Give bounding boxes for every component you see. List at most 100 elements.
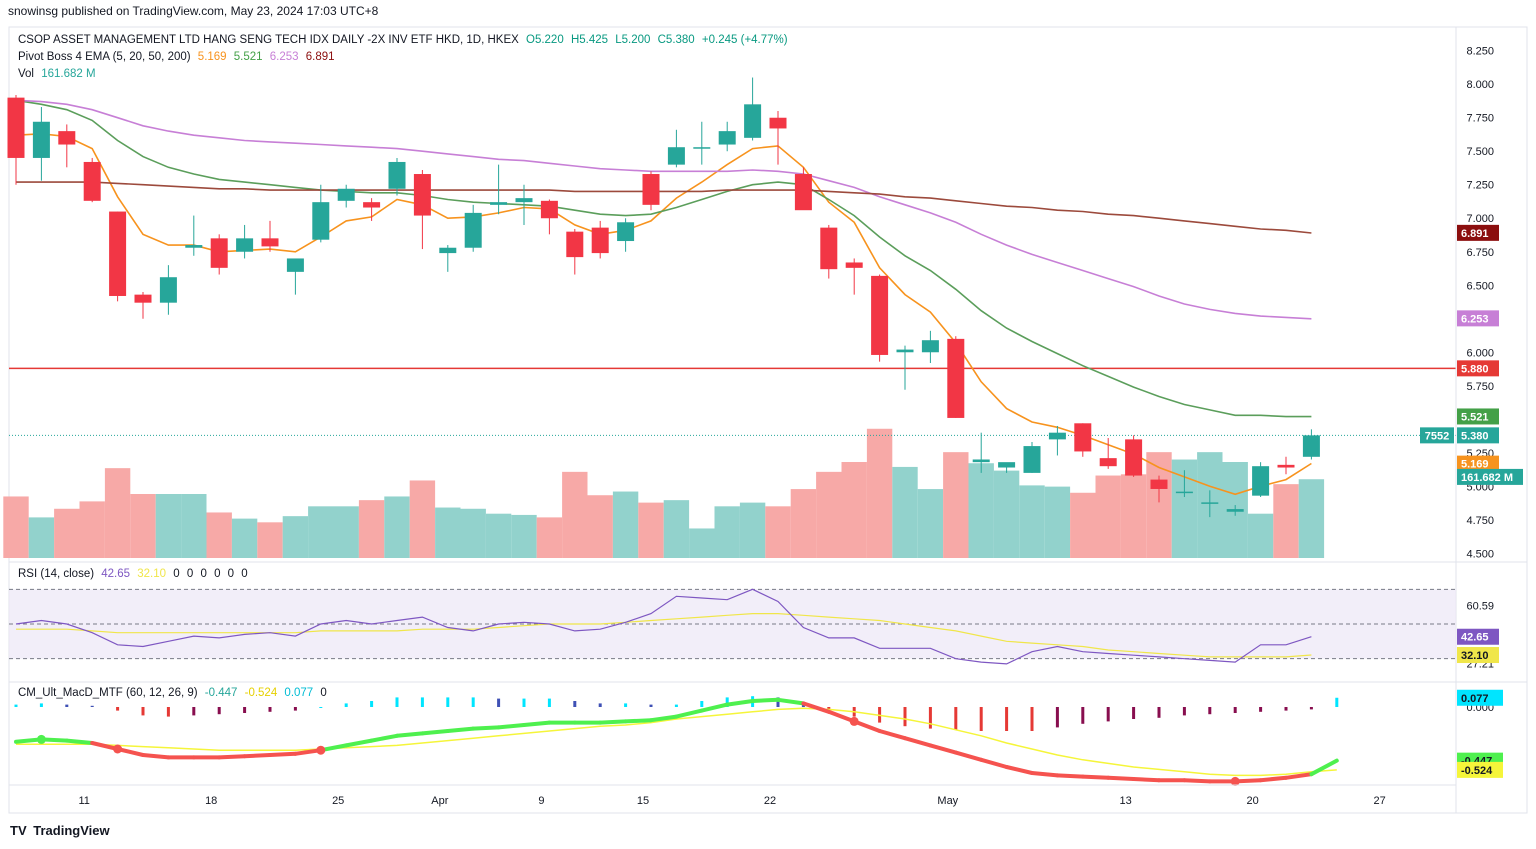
candle-body bbox=[998, 462, 1016, 468]
ema200-line bbox=[16, 181, 1312, 234]
volume-bar bbox=[663, 500, 690, 558]
frame-border bbox=[8, 26, 1528, 814]
macd-histogram-bar bbox=[420, 697, 424, 707]
candle bbox=[1074, 423, 1092, 457]
candle-body bbox=[693, 147, 711, 149]
ema5-line bbox=[15, 132, 1312, 496]
macd-line-segment bbox=[242, 753, 272, 759]
volume-bar bbox=[917, 489, 944, 558]
candle-body bbox=[109, 211, 127, 296]
candle-body bbox=[1277, 464, 1295, 468]
price-badge: 5.880 bbox=[1457, 360, 1499, 377]
volume-name: Vol bbox=[18, 68, 34, 80]
macd-histogram-bar bbox=[116, 707, 120, 711]
publisher-line: snowinsg published on TradingView.com, M… bbox=[8, 4, 379, 18]
time-tick-label: 11 bbox=[78, 795, 89, 807]
time-tick-label: 25 bbox=[332, 795, 344, 807]
volume-bar bbox=[1019, 485, 1045, 558]
macd-histogram-bar bbox=[649, 704, 653, 707]
macd-pane[interactable] bbox=[14, 696, 1339, 786]
rsi-extra-4: 0 bbox=[214, 568, 221, 580]
macd-histogram-bar bbox=[1182, 707, 1186, 716]
macd-histogram-bar bbox=[319, 707, 323, 708]
macd-cross-marker bbox=[1230, 776, 1240, 786]
macd-line-segment bbox=[522, 720, 552, 727]
macd-histogram-bar bbox=[776, 697, 780, 707]
price-tick-label: 6.500 bbox=[1466, 280, 1494, 292]
volume-bar bbox=[358, 500, 385, 558]
time-axis[interactable]: 11 18 25 Apr 9 15 22 May 13 20 27 bbox=[9, 784, 1456, 807]
candle bbox=[1048, 425, 1066, 456]
macd-line-segment bbox=[1106, 775, 1136, 781]
volume-bar bbox=[409, 480, 436, 558]
volume-bar bbox=[1095, 475, 1121, 558]
macd-line-segment bbox=[1080, 774, 1111, 780]
macd-histogram-bar bbox=[293, 707, 297, 711]
macd-line-segment bbox=[623, 718, 653, 724]
macd-histogram-bar bbox=[14, 704, 18, 707]
time-tick-label: 22 bbox=[764, 795, 776, 807]
candle bbox=[1125, 435, 1143, 477]
candle bbox=[1023, 442, 1041, 473]
rsi-pane[interactable] bbox=[9, 588, 1456, 665]
candle-body bbox=[947, 338, 965, 418]
tradingview-logo-icon: TV bbox=[10, 823, 27, 838]
time-tick-label: 18 bbox=[205, 795, 217, 807]
candle bbox=[261, 220, 279, 252]
macd-line-segment bbox=[471, 725, 501, 731]
macd-histogram-bar bbox=[573, 701, 577, 707]
candle bbox=[83, 157, 101, 203]
rsi-tick-label: 60.59 bbox=[1466, 601, 1494, 613]
candle bbox=[896, 345, 914, 390]
volume-bar bbox=[384, 496, 410, 558]
candle bbox=[1226, 505, 1244, 516]
volume-bar bbox=[1044, 486, 1071, 558]
tradingview-brand: TradingView bbox=[33, 823, 110, 838]
price-badge: 5.169 bbox=[1457, 455, 1499, 472]
time-tick-label: May bbox=[937, 795, 958, 807]
volume-bar bbox=[638, 502, 664, 558]
candle bbox=[210, 234, 228, 275]
symbol-legend: CSOP ASSET MANAGEMENT LTD HANG SENG TECH… bbox=[18, 34, 792, 46]
price-tick-label: 7.750 bbox=[1466, 113, 1494, 125]
macd-badge: -0.524 bbox=[1457, 761, 1503, 778]
volume-bar bbox=[1120, 474, 1147, 558]
macd-badge-label: 0.077 bbox=[1461, 693, 1489, 705]
candle bbox=[185, 215, 203, 256]
volume-bar bbox=[587, 495, 613, 558]
candle-body bbox=[566, 231, 584, 258]
macd-line-segment bbox=[496, 723, 526, 730]
macd-histogram-bar bbox=[497, 698, 501, 707]
macd-histogram-bar bbox=[954, 707, 958, 730]
candle-body bbox=[83, 161, 101, 201]
candle-body bbox=[591, 227, 609, 254]
macd-line-segment bbox=[395, 731, 425, 738]
candle-body bbox=[1023, 446, 1041, 473]
candle-body bbox=[185, 245, 203, 248]
candle-body bbox=[7, 97, 25, 158]
candle bbox=[1252, 462, 1270, 498]
candle bbox=[642, 171, 660, 211]
candle-body bbox=[1074, 423, 1092, 452]
macd-histogram-bar bbox=[1081, 707, 1085, 724]
candle-body bbox=[490, 202, 508, 205]
candle-body bbox=[972, 459, 990, 463]
volume-bar bbox=[536, 517, 563, 558]
tradingview-footer[interactable]: TV TradingView bbox=[10, 823, 110, 838]
time-tick-label: 13 bbox=[1119, 795, 1131, 807]
candle-body bbox=[32, 121, 50, 158]
macd-histogram-bar bbox=[700, 701, 704, 707]
ema5-value: 5.169 bbox=[197, 51, 227, 63]
price-pane[interactable] bbox=[3, 27, 1527, 813]
volume-bar bbox=[943, 452, 969, 558]
price-axis[interactable]: 4.5004.7505.0005.2505.5005.7506.0006.250… bbox=[1420, 46, 1523, 778]
macd-line-segment bbox=[801, 701, 831, 714]
candle bbox=[667, 129, 685, 168]
rsi-extra-6: 0 bbox=[241, 568, 248, 580]
time-tick-label: 15 bbox=[637, 795, 649, 807]
volume-bar bbox=[866, 428, 893, 558]
candle-body bbox=[236, 238, 254, 252]
macd-cross-marker bbox=[113, 744, 123, 754]
time-tick-label: 27 bbox=[1373, 795, 1385, 807]
price-tick-label: 6.750 bbox=[1466, 247, 1494, 259]
